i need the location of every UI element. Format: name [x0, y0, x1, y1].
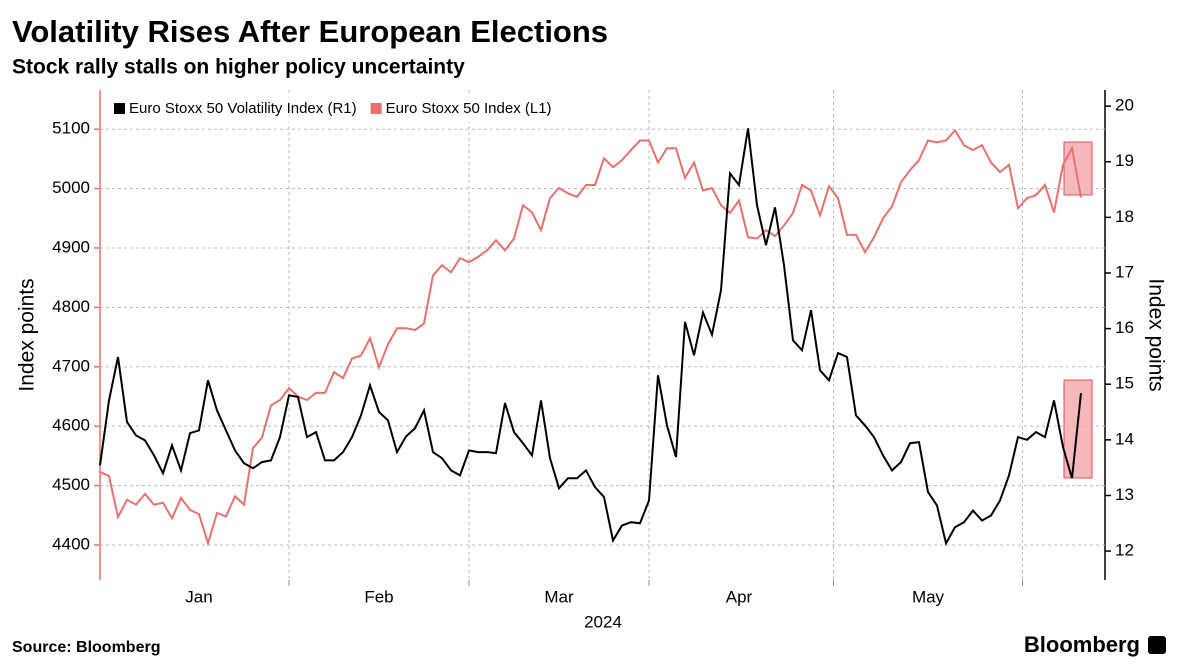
legend-label: Euro Stoxx 50 Index (L1) [386, 100, 552, 117]
x-tick-label: Mar [544, 587, 574, 606]
y2-tick-label: 16 [1115, 318, 1134, 337]
legend-box [106, 96, 566, 122]
y-tick-label: 4800 [52, 297, 90, 316]
y-tick-label: 5100 [52, 119, 90, 138]
source: Source: Bloomberg [12, 639, 160, 656]
y2-tick-label: 18 [1115, 207, 1134, 226]
y-axis-label: Index points [16, 278, 39, 391]
x-axis-label: 2024 [584, 612, 622, 631]
highlight-box [1063, 141, 1093, 196]
y-tick-label: 4700 [52, 356, 90, 375]
series-line [99, 128, 1082, 547]
chart-subtitle: Stock rally stalls on higher policy unce… [12, 56, 465, 79]
y-tick-label: 4500 [52, 475, 90, 494]
y-tick-label: 4400 [52, 534, 90, 553]
brand-icon [1148, 636, 1166, 654]
brand-logo: Bloomberg [1024, 632, 1140, 657]
y2-axis-label: Index points [1144, 278, 1167, 391]
legend-swatch [114, 103, 125, 114]
y2-tick-label: 19 [1115, 151, 1134, 170]
y-tick-label: 4900 [52, 237, 90, 256]
x-tick-label: Apr [726, 587, 753, 606]
y2-tick-label: 15 [1115, 374, 1134, 393]
y2-tick-label: 12 [1115, 541, 1134, 560]
y-tick-label: 4600 [52, 416, 90, 435]
chart-title: Volatility Rises After European Election… [12, 14, 608, 49]
y-tick-label: 5000 [52, 178, 90, 197]
x-tick-label: Feb [364, 587, 393, 606]
x-tick-label: May [912, 587, 945, 606]
y2-tick-label: 14 [1115, 429, 1134, 448]
series-line [99, 128, 1082, 547]
legend-swatch [370, 103, 382, 114]
y2-tick-label: 20 [1115, 96, 1134, 115]
y2-tick-label: 17 [1115, 262, 1134, 281]
x-tick-label: Jan [185, 587, 212, 606]
legend-label: Euro Stoxx 50 Volatility Index (R1) [129, 100, 357, 117]
y2-tick-label: 13 [1115, 485, 1134, 504]
